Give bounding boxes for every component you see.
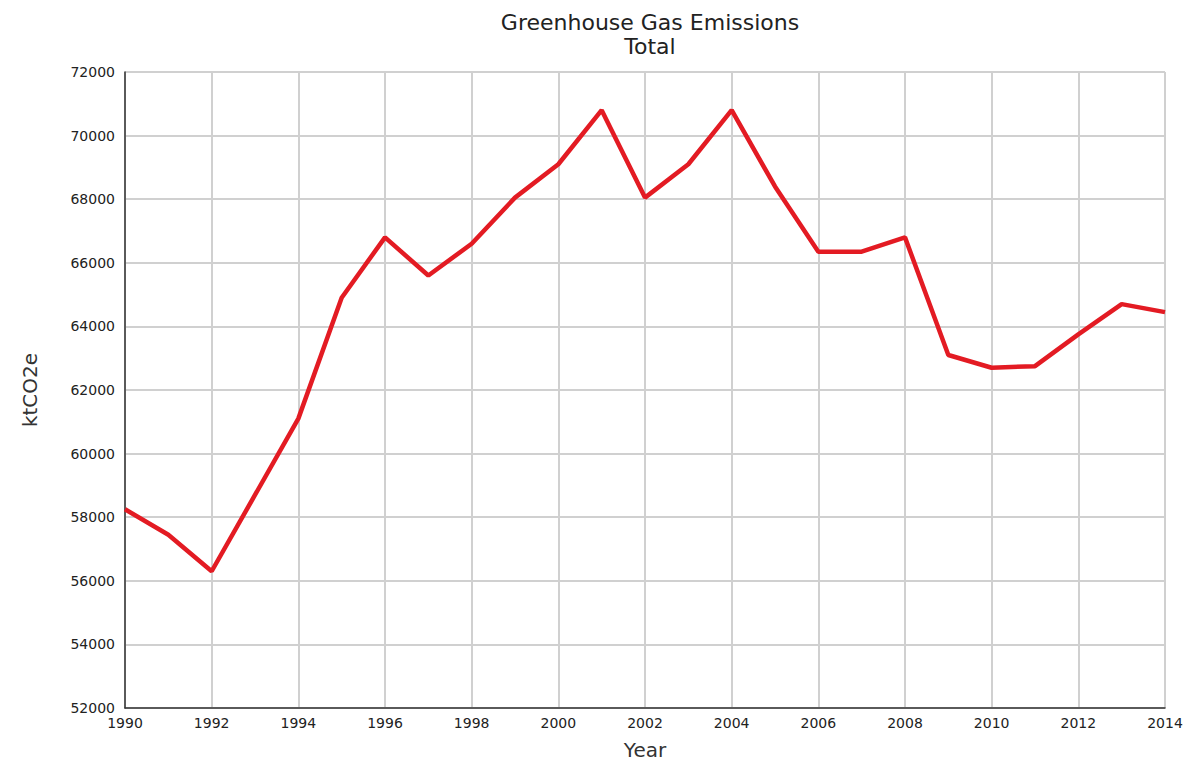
svg-text:56000: 56000 bbox=[70, 573, 115, 589]
svg-text:2004: 2004 bbox=[714, 715, 750, 731]
svg-text:1994: 1994 bbox=[281, 715, 317, 731]
svg-text:54000: 54000 bbox=[70, 636, 115, 652]
svg-text:2010: 2010 bbox=[974, 715, 1010, 731]
svg-text:68000: 68000 bbox=[70, 191, 115, 207]
svg-text:58000: 58000 bbox=[70, 509, 115, 525]
svg-text:Greenhouse Gas Emissions: Greenhouse Gas Emissions bbox=[501, 10, 799, 35]
svg-text:1990: 1990 bbox=[107, 715, 143, 731]
svg-text:1998: 1998 bbox=[454, 715, 490, 731]
svg-text:2008: 2008 bbox=[887, 715, 923, 731]
svg-text:62000: 62000 bbox=[70, 382, 115, 398]
svg-text:2012: 2012 bbox=[1061, 715, 1097, 731]
svg-text:Year: Year bbox=[623, 738, 667, 762]
svg-text:ktCO2e: ktCO2e bbox=[18, 353, 42, 427]
svg-text:2002: 2002 bbox=[627, 715, 663, 731]
svg-text:52000: 52000 bbox=[70, 700, 115, 716]
svg-text:64000: 64000 bbox=[70, 318, 115, 334]
svg-text:66000: 66000 bbox=[70, 255, 115, 271]
svg-text:2014: 2014 bbox=[1147, 715, 1183, 731]
svg-text:Total: Total bbox=[623, 34, 675, 59]
svg-text:70000: 70000 bbox=[70, 128, 115, 144]
svg-text:2000: 2000 bbox=[541, 715, 577, 731]
svg-text:60000: 60000 bbox=[70, 446, 115, 462]
svg-text:1996: 1996 bbox=[367, 715, 403, 731]
svg-text:2006: 2006 bbox=[801, 715, 837, 731]
svg-text:1992: 1992 bbox=[194, 715, 230, 731]
svg-text:72000: 72000 bbox=[70, 64, 115, 80]
